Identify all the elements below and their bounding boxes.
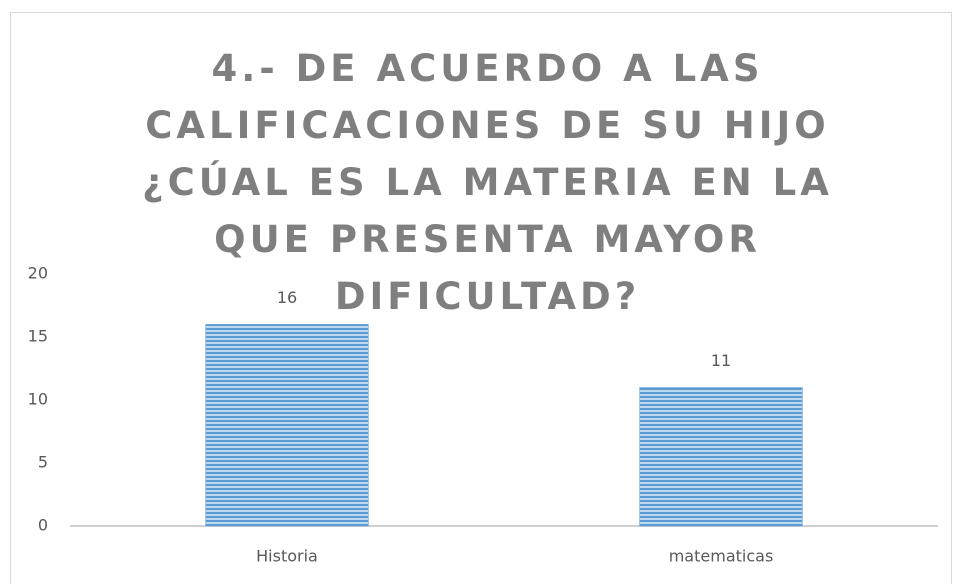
y-tick-label: 10 [28, 390, 48, 409]
chart-title: 4.- DE ACUERDO A LAS CALIFICACIONES DE S… [142, 47, 833, 318]
chart-border [10, 12, 952, 584]
y-tick-label: 0 [38, 516, 48, 535]
bar [639, 387, 803, 527]
y-tick-label: 5 [38, 453, 48, 472]
y-tick-label: 20 [28, 264, 48, 283]
bar [205, 324, 369, 527]
x-tick-label: matematicas [669, 547, 774, 566]
y-tick-label: 15 [28, 327, 48, 346]
data-label: 11 [711, 351, 731, 370]
x-tick-label: Historia [256, 547, 318, 566]
data-label: 16 [277, 288, 297, 307]
